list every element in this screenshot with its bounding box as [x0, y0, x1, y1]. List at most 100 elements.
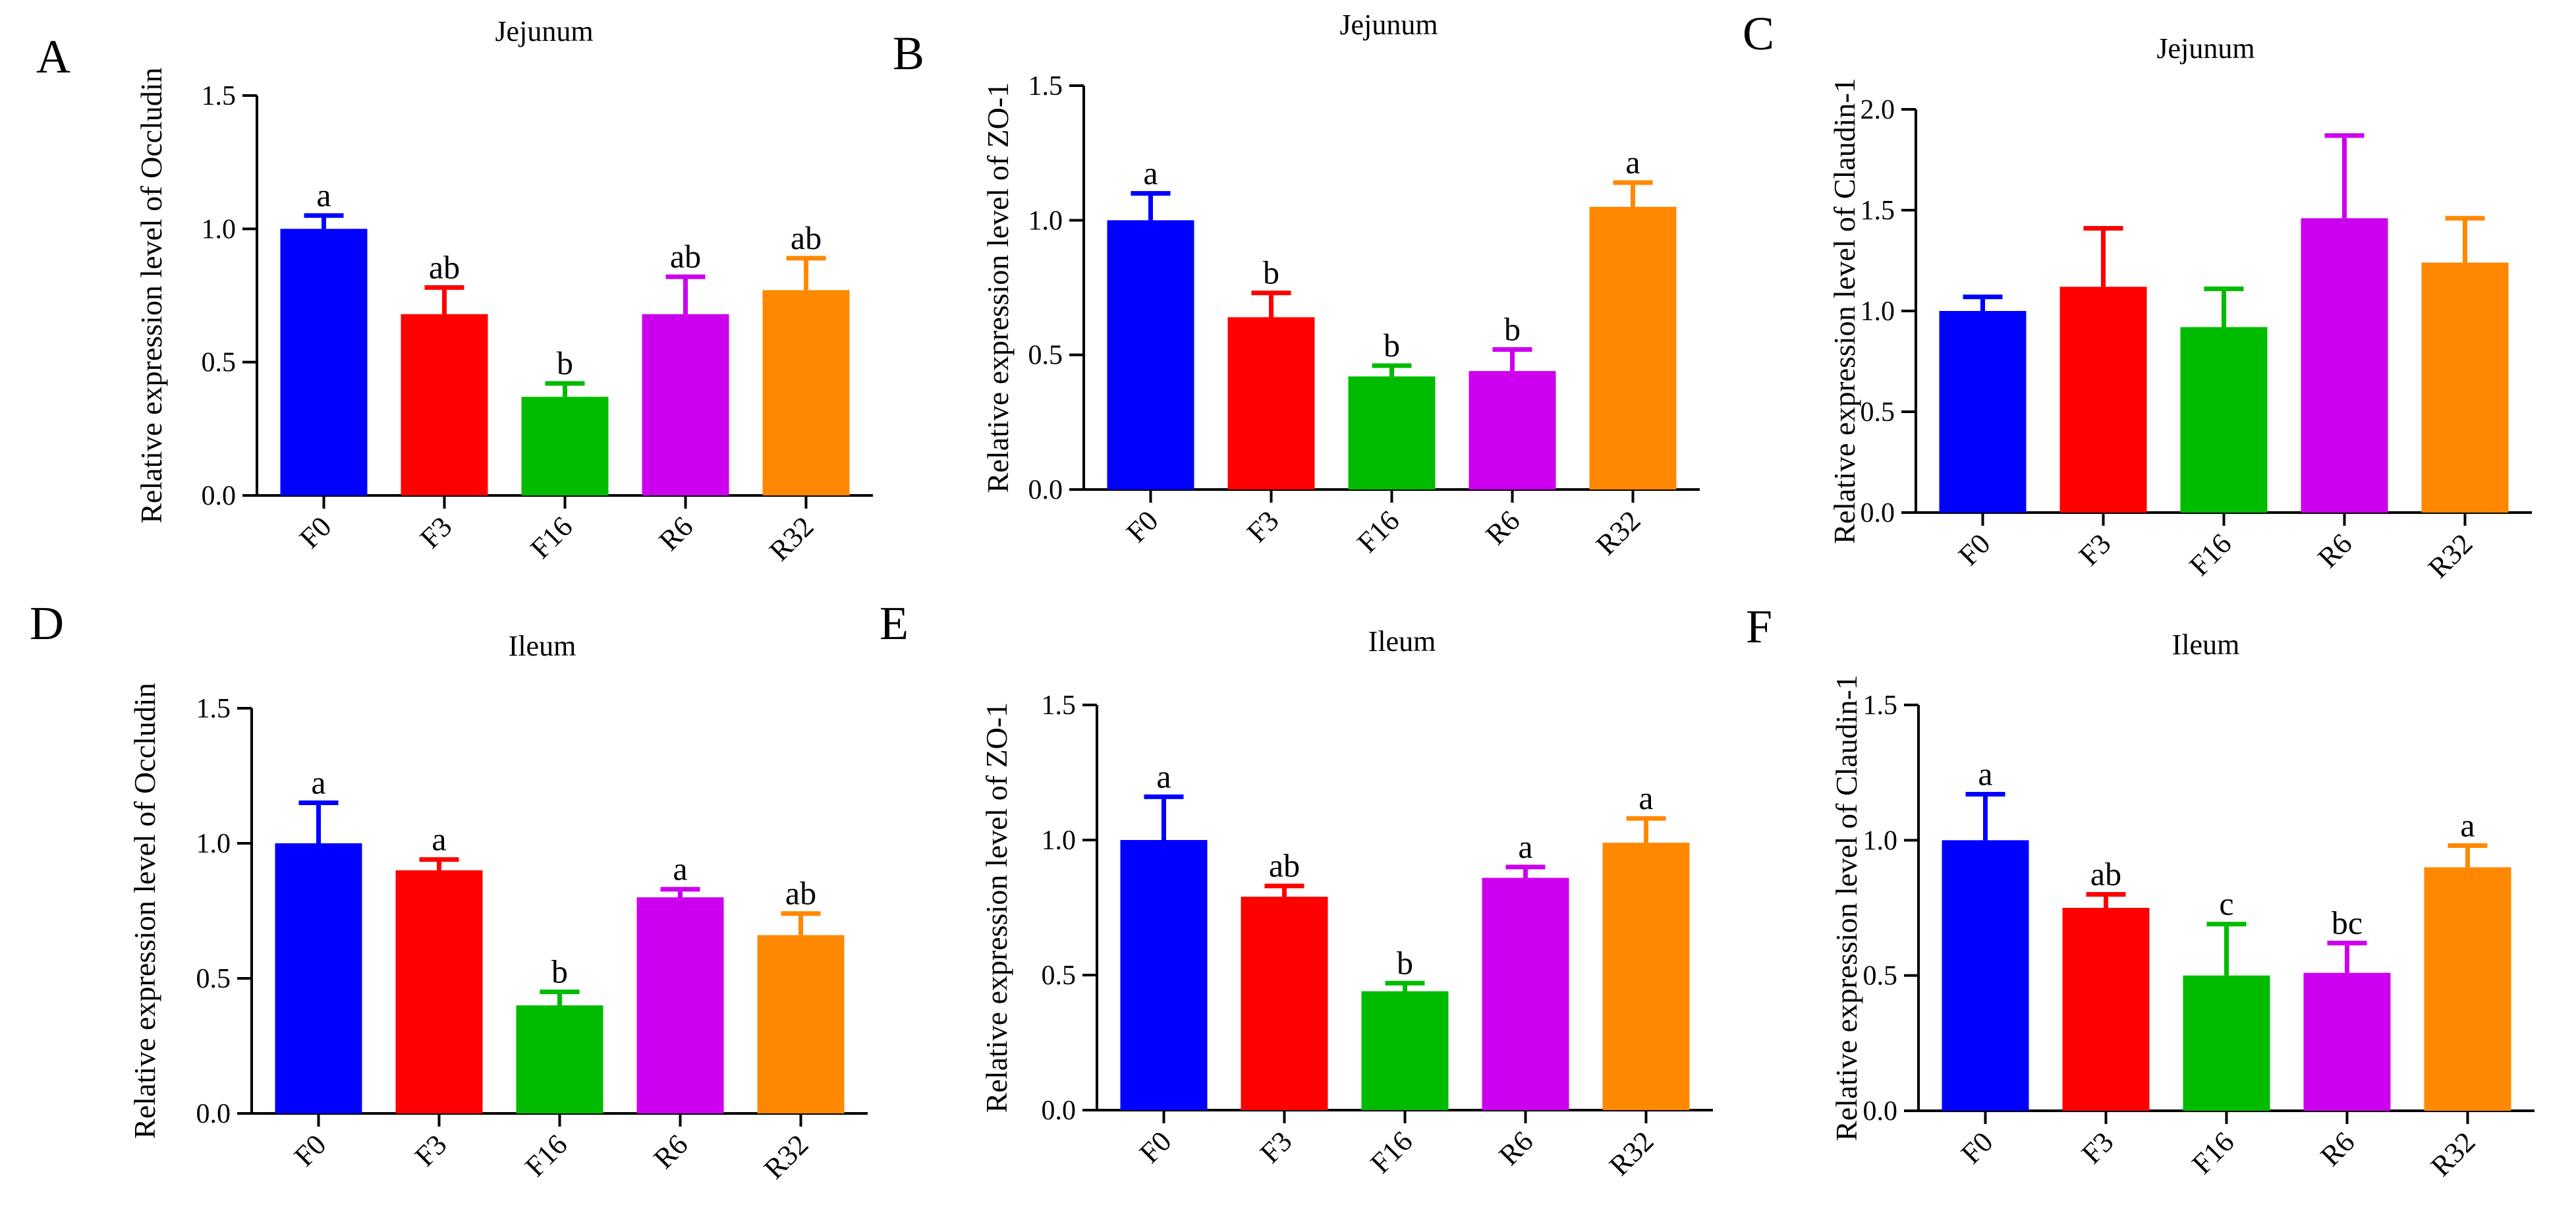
significance-label: b [1263, 254, 1279, 291]
bar-f3 [1241, 897, 1328, 1110]
panel-letter: F [1746, 600, 1772, 653]
x-tick-label: R32 [2424, 1125, 2482, 1183]
chart-panel-a: A Jejunum Relative expression level of Occ… [36, 15, 873, 567]
y-tick-label: 0.5 [1863, 961, 1898, 992]
significance-label: b [551, 953, 568, 990]
x-tick-label: R6 [1493, 1125, 1540, 1171]
bar-f0 [280, 229, 368, 495]
panel-letter: D [30, 597, 64, 650]
chart-panel-e: E Ileum Relative expression level of ZO-1 0… [880, 597, 1713, 1182]
y-axis-label: Relative expression level of Claudin-1 [1828, 78, 1861, 544]
y-tick-label: 0.0 [1028, 475, 1063, 505]
bar-r6 [2303, 972, 2391, 1111]
x-tick-label: F3 [408, 1128, 453, 1173]
significance-label: a [311, 764, 325, 801]
y-tick-label: 1.5 [1042, 690, 1077, 721]
significance-label: ab [2090, 855, 2121, 892]
x-tick-label: F0 [1952, 527, 1997, 572]
x-tick-label: R6 [1480, 504, 1526, 551]
y-tick-label: 0.0 [1863, 1096, 1898, 1127]
bar-r32 [757, 935, 845, 1113]
x-tick-label: F0 [1120, 504, 1165, 549]
bar-f0 [1107, 220, 1194, 490]
y-tick-label: 0.0 [1042, 1096, 1077, 1126]
x-tick-label: F3 [1241, 504, 1285, 549]
x-tick-label: R32 [758, 1128, 815, 1185]
bar-f3 [2059, 287, 2147, 513]
significance-label: a [673, 851, 687, 887]
y-tick-label: 2.0 [1861, 95, 1895, 125]
x-tick-label: F16 [524, 510, 578, 565]
x-tick-label: F16 [2183, 527, 2237, 582]
bar-f3 [395, 870, 483, 1113]
y-axis-label: Relative expression level of ZO-1 [981, 82, 1015, 493]
bar-r32 [2421, 262, 2509, 513]
x-tick-label: F3 [2075, 1125, 2120, 1170]
chart-panel-b: B Jejunum Relative expression level of ZO-… [893, 9, 1700, 561]
x-tick-label: R6 [653, 510, 700, 557]
significance-label: a [1978, 756, 1992, 793]
bar-r6 [636, 897, 724, 1113]
chart-title: Ileum [2172, 629, 2240, 661]
y-tick-label: 0.5 [1042, 961, 1077, 991]
y-tick-label: 1.0 [1042, 826, 1077, 856]
panel-letter: E [880, 597, 909, 650]
x-tick-label: F16 [1351, 504, 1405, 559]
x-tick-label: F0 [293, 510, 338, 555]
y-tick-label: 1.0 [1861, 296, 1895, 327]
chart-title: Ileum [1368, 625, 1436, 658]
bar-f16 [2180, 327, 2268, 513]
x-tick-label: F16 [518, 1128, 573, 1183]
x-tick-label: R32 [1603, 1125, 1660, 1182]
y-axis-label: Relative expression level of Claudin-1 [1830, 675, 1863, 1141]
chart-title: Jejunum [495, 15, 593, 47]
significance-label: bc [2332, 904, 2363, 941]
significance-label: ab [791, 219, 822, 256]
x-tick-label: F16 [1364, 1125, 1418, 1179]
bar-f3 [1227, 317, 1315, 490]
bar-r6 [642, 314, 729, 495]
bar-f16 [516, 1005, 603, 1113]
panel-letter: A [36, 30, 70, 83]
y-tick-label: 0.5 [196, 964, 231, 994]
x-tick-label: F3 [414, 510, 459, 555]
x-tick-label: R32 [2422, 527, 2479, 584]
chart-title: Ileum [509, 630, 576, 662]
significance-label: b [557, 345, 573, 381]
y-tick-label: 1.5 [196, 694, 231, 724]
significance-label: a [1638, 779, 1653, 816]
bar-r32 [1602, 843, 1690, 1110]
x-tick-label: F0 [1133, 1125, 1178, 1169]
significance-label: b [1384, 327, 1400, 364]
x-tick-label: R6 [2312, 527, 2359, 574]
bar-f0 [1939, 311, 2027, 513]
y-tick-label: 1.5 [1861, 196, 1895, 226]
y-tick-label: 1.0 [202, 214, 237, 244]
bar-f3 [401, 314, 488, 495]
significance-label: ab [670, 238, 701, 275]
significance-label: c [2219, 885, 2233, 922]
y-axis-label: Relative expression level of Occludin [134, 67, 168, 523]
x-tick-label: F3 [1254, 1125, 1299, 1169]
x-tick-label: R6 [2314, 1125, 2361, 1172]
bar-f16 [1361, 991, 1449, 1110]
bar-f16 [2183, 975, 2270, 1111]
significance-label: a [1518, 828, 1532, 865]
significance-label: a [432, 821, 446, 858]
bar-r6 [2301, 218, 2388, 513]
y-tick-label: 0.5 [1028, 341, 1063, 371]
chart-panel-f: F Ileum Relative expression level of Claud… [1746, 600, 2534, 1183]
y-tick-label: 1.0 [1028, 206, 1063, 236]
bar-r6 [1469, 371, 1556, 490]
x-tick-label: F0 [1955, 1125, 2000, 1170]
y-tick-label: 0.0 [196, 1099, 231, 1129]
bar-f3 [2062, 908, 2150, 1111]
y-tick-label: 1.5 [202, 81, 237, 111]
chart-title: Jejunum [1339, 9, 1438, 41]
significance-label: a [1156, 758, 1171, 795]
chart-title: Jejunum [2156, 32, 2254, 65]
bar-f0 [1120, 840, 1208, 1110]
significance-label: a [316, 177, 331, 213]
significance-label: b [1397, 944, 1413, 981]
